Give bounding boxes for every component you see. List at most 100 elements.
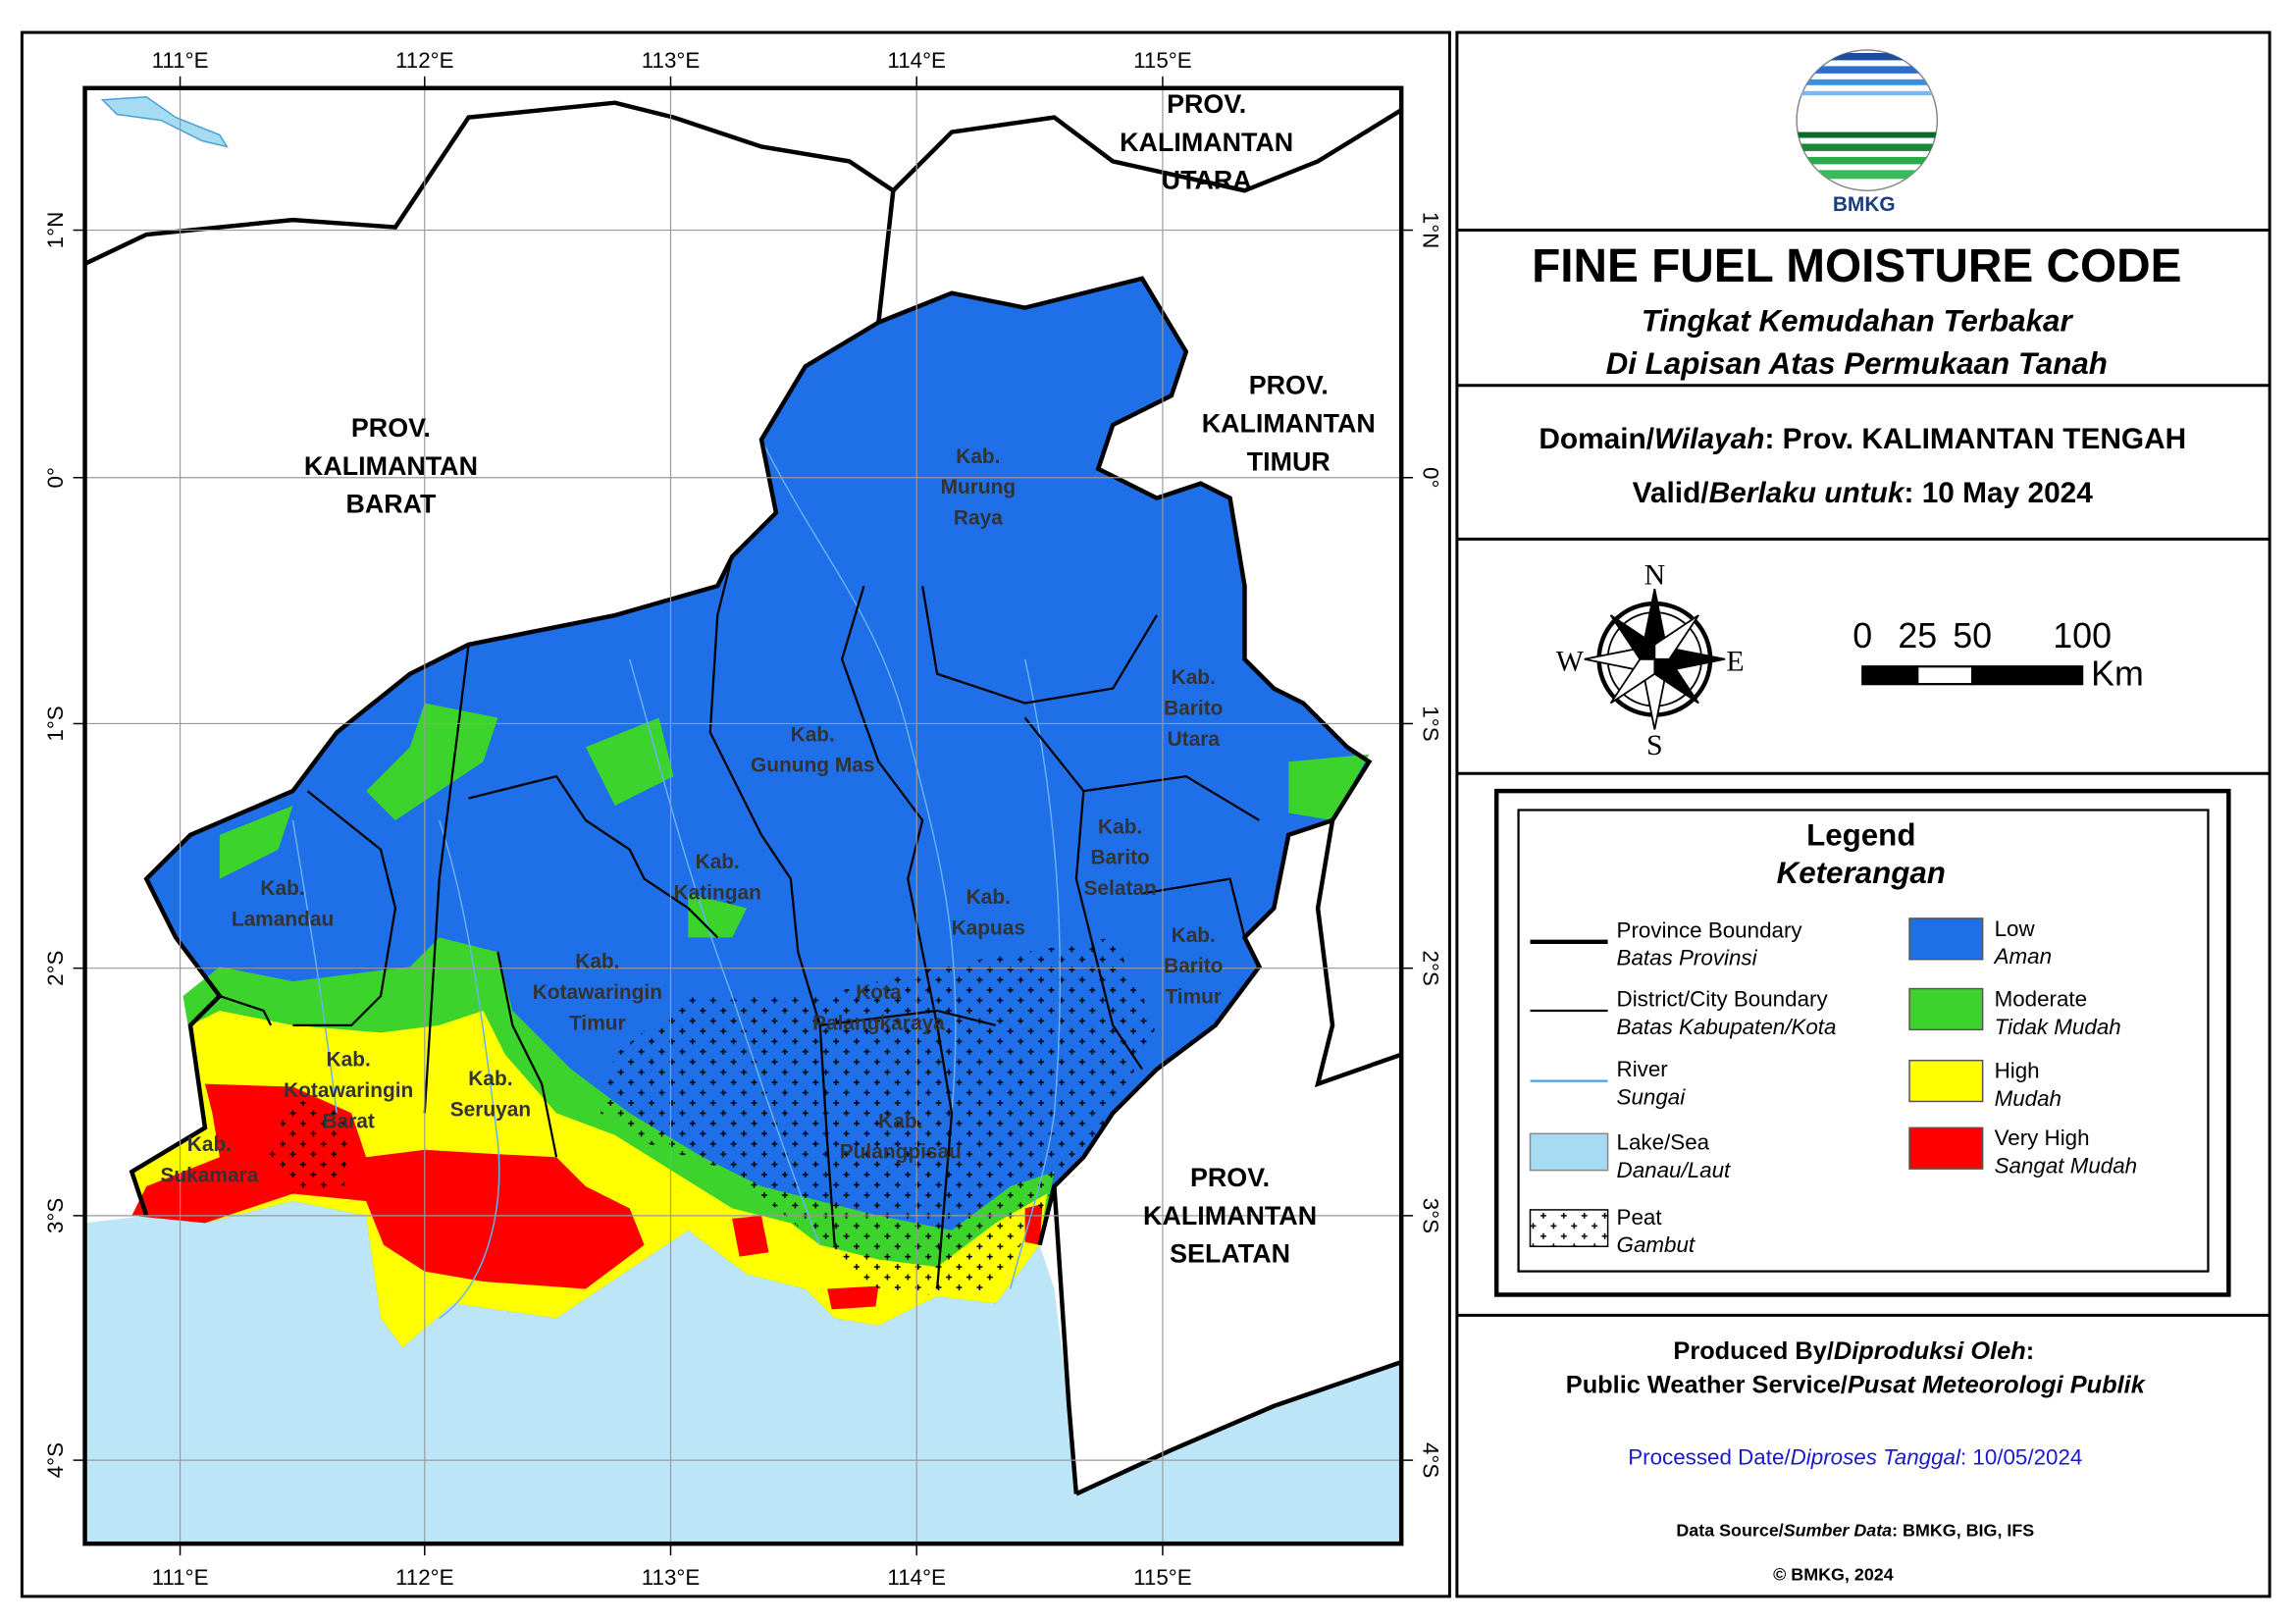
district-label: Palangkaraya [812, 1012, 945, 1034]
lon-label: 113°E [642, 1565, 701, 1590]
legend-label-alt: Batas Provinsi [1617, 946, 1758, 970]
high-area [131, 1010, 1048, 1348]
legend-subtitle: Keterangan [1777, 856, 1946, 890]
lat-label: 3°S [43, 1198, 68, 1233]
district-label: Kab. [791, 723, 835, 746]
lon-label: 114°E [887, 48, 946, 73]
district-label: Kab. [260, 877, 304, 900]
legend-swatch [1908, 917, 1984, 961]
legend-label: Lake/Sea [1617, 1130, 1710, 1155]
source-id: Sumber Data [1784, 1521, 1892, 1541]
province-label: PROV. [351, 413, 431, 443]
legend-label-alt: Gambut [1617, 1232, 1696, 1257]
legend-title: Legend [1806, 817, 1915, 852]
scale-unit: Km [2091, 654, 2144, 694]
district-label: Lamandau [232, 908, 334, 930]
logo-text: BMKG [1833, 193, 1896, 216]
produced-en: Produced By/ [1673, 1337, 1833, 1365]
district-label: Kotawaringin [284, 1079, 413, 1102]
legend-swatch [1908, 1126, 1984, 1170]
province-label: BARAT [345, 490, 437, 519]
district-label: Kab. [575, 951, 619, 973]
processed-value: : 10/05/2024 [1960, 1445, 2082, 1470]
legend-label: Very High [1995, 1126, 2090, 1150]
lon-label: 113°E [642, 48, 701, 73]
lat-label: 1°S [43, 706, 68, 741]
district-label: Kab. [1172, 924, 1216, 947]
valid-id: Berlaku untuk [1709, 477, 1905, 509]
district-label: Selatan [1084, 877, 1157, 900]
scale-label: 100 [2053, 616, 2112, 655]
lat-label: 3°S [1419, 1198, 1443, 1233]
title: FINE FUEL MOISTURE CODE [1532, 240, 2181, 292]
valid-en: Valid/ [1633, 477, 1709, 509]
district-label: Kota [856, 981, 902, 1004]
district-label: Kab. [187, 1133, 232, 1156]
lat-label: 1°N [1419, 212, 1443, 249]
province-label: PROV. [1167, 89, 1246, 119]
producer-id: Pusat Meteorologi Publik [1848, 1371, 2147, 1398]
district-label: Gunung Mas [751, 755, 874, 777]
source-en: Data Source/ [1676, 1521, 1783, 1541]
district-label: Kapuas [952, 916, 1025, 939]
compass-rose [1584, 588, 1726, 730]
domain-id: Wilayah [1654, 423, 1764, 455]
legend-label: Moderate [1995, 986, 2088, 1011]
producer-en: Public Weather Service/ [1566, 1371, 1848, 1398]
panel-dividers [1456, 229, 2270, 1317]
producer: Public Weather Service/Pusat Meteorologi… [1566, 1371, 2147, 1398]
province-label: TIMUR [1247, 446, 1331, 476]
scale-label: 0 [1852, 616, 1872, 655]
lat-label: 4°S [43, 1442, 68, 1478]
district-label: Murung [941, 476, 1017, 498]
subtitle-line: Tingkat Kemudahan Terbakar [1642, 304, 2074, 339]
legend-label-alt: Tidak Mudah [1995, 1015, 2121, 1039]
district-label: Barito [1164, 698, 1223, 720]
very-high-area [131, 1083, 1043, 1310]
district-label: Barito [1090, 847, 1149, 869]
legend-label: River [1617, 1057, 1669, 1081]
scale-label: 50 [1953, 616, 1992, 655]
lon-label: 115°E [1133, 48, 1192, 73]
lon-label: 112°E [395, 1565, 454, 1590]
peat-area [263, 937, 1157, 1296]
legend-entries: Province Boundary Batas Provinsi District/… [1617, 916, 2138, 1257]
lon-label: 111°E [152, 1565, 209, 1590]
compass-e: E [1726, 646, 1744, 678]
domain-line: Domain/Wilayah: Prov. KALIMANTAN TENGAH [1539, 423, 2186, 455]
map-labels: 111°E 111°E 112°E 112°E 113°E 113°E 114°E 114°E… [43, 48, 1442, 1590]
district-label: Pulangpisau [840, 1141, 962, 1164]
province-label: KALIMANTAN [1202, 408, 1376, 438]
province-label: KALIMANTAN [1120, 128, 1293, 157]
produced-by: Produced By/Diproduksi Oleh: [1673, 1337, 2034, 1365]
district-label: Kab. [468, 1068, 512, 1090]
lat-label: 1°S [1419, 706, 1443, 741]
produced-id: Diproduksi Oleh [1834, 1337, 2026, 1365]
lat-label: 0° [43, 467, 68, 488]
scale-segment [1971, 665, 2084, 686]
legend-outer [1493, 788, 2231, 1297]
legend-label: Province Boundary [1617, 917, 1803, 942]
district-label: Seruyan [450, 1098, 531, 1121]
lat-label: 1°N [43, 212, 68, 249]
district-label: Kotawaringin [533, 981, 662, 1004]
legend-label: Low [1995, 916, 2036, 941]
info-panel-border [1455, 30, 2271, 1598]
processed-date: Processed Date/Diproses Tanggal: 10/05/2… [1628, 1445, 2082, 1470]
map-panel-border [20, 30, 1451, 1598]
legend-label: High [1995, 1059, 2040, 1083]
legend-label-alt: Sangat Mudah [1995, 1154, 2138, 1178]
province-label: SELATAN [1170, 1239, 1290, 1269]
legend-label-alt: Aman [1993, 944, 2052, 969]
compass-s: S [1646, 729, 1663, 761]
domain-value: : Prov. KALIMANTAN TENGAH [1764, 423, 2186, 455]
legend-label: Peat [1617, 1205, 1663, 1230]
compass-n: N [1644, 559, 1666, 592]
district-label: Raya [954, 507, 1003, 530]
province-label: PROV. [1190, 1163, 1270, 1192]
subtitle-line: Di Lapisan Atas Permukaan Tanah [1606, 346, 2108, 381]
lat-label: 2°S [43, 951, 68, 986]
province-label: UTARA [1162, 166, 1252, 195]
